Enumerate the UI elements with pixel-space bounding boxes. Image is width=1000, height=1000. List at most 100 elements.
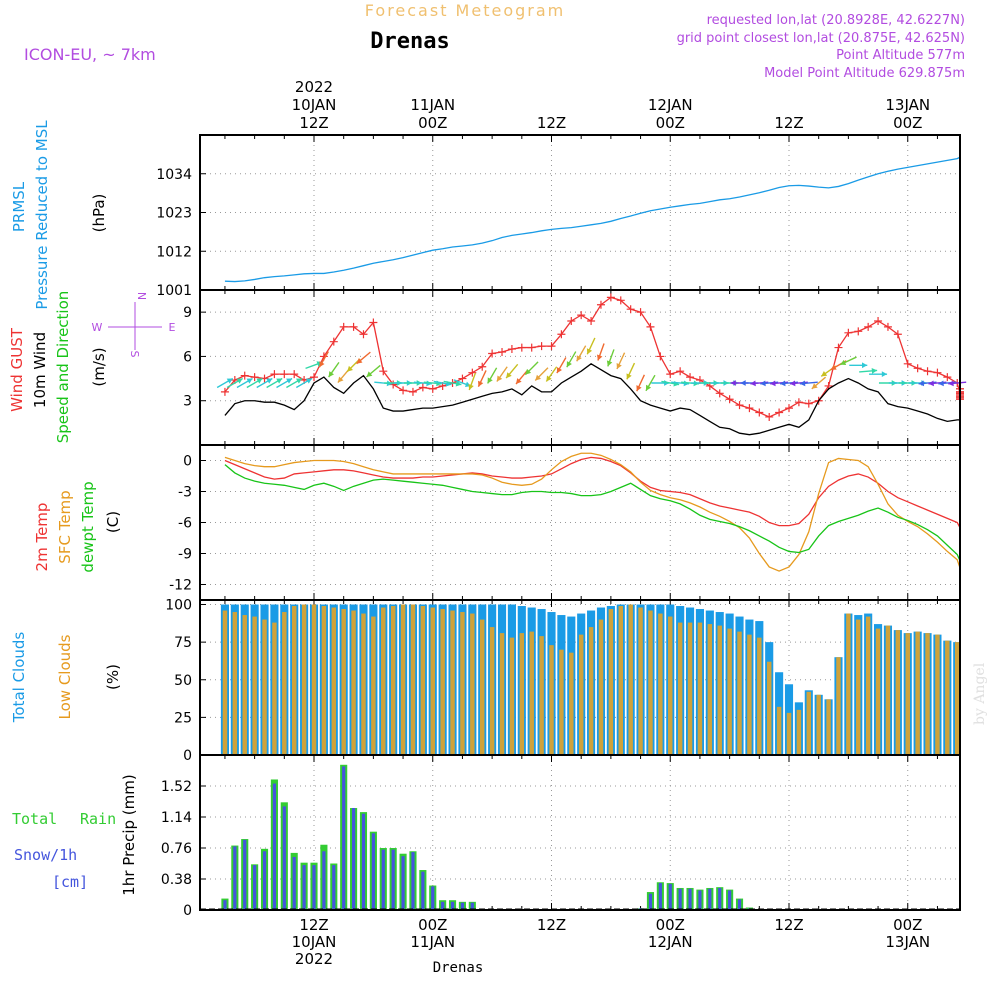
gust-marker [636, 308, 645, 317]
gust-marker [765, 412, 774, 421]
gust-marker [616, 296, 625, 305]
wind-arrow [286, 377, 303, 389]
gust-marker [359, 330, 368, 339]
gust-marker [794, 398, 803, 407]
snow-bar [302, 865, 306, 910]
low-cloud-bar [955, 642, 960, 755]
gust-marker [310, 373, 318, 382]
low-cloud-bar [539, 636, 544, 755]
gust-marker [715, 389, 724, 398]
precip-plot [200, 764, 960, 910]
clouds-ytick-label: 75 [174, 635, 192, 651]
gust-marker [458, 374, 467, 383]
temperature-plot [224, 452, 961, 590]
wind-unit: (m/s) [90, 347, 108, 386]
gust-marker [755, 408, 764, 417]
compass-rose: N S W E [92, 292, 176, 358]
prmsl-line [224, 151, 961, 283]
gust-marker [933, 368, 942, 377]
precip-unit: 1hr Precip (mm) [120, 774, 138, 895]
snow-bar [352, 808, 356, 910]
low-cloud-bar [747, 634, 752, 755]
wind-ytick-label: 3 [183, 394, 192, 410]
top-time-label: 12Z [774, 114, 803, 132]
bottom-time-label: 2022 [295, 950, 333, 968]
gust-marker [517, 343, 526, 352]
low-cloud-bar [618, 606, 623, 755]
low-cloud-bar [598, 619, 604, 755]
precip-ytick-label: 0.38 [161, 872, 192, 888]
gust-marker [478, 362, 487, 371]
low-cloud-bar [578, 634, 584, 755]
pressure-label-msl: Pressure Reduced to MSL [33, 120, 51, 310]
low-cloud-bar [885, 625, 891, 755]
low-cloud-bar [766, 661, 772, 755]
gust-marker [557, 330, 566, 339]
compass-south: S [128, 351, 141, 358]
snow-bar [272, 783, 276, 910]
snow-bar [668, 883, 672, 910]
low-cloud-bar [856, 619, 861, 755]
wind-arrow [534, 367, 549, 382]
precip-cm-label: [cm] [52, 873, 88, 891]
temp-2m-label: 2m Temp [33, 503, 51, 572]
snow-bar [243, 839, 247, 910]
snow-bar [698, 890, 702, 910]
temperature-ytick-label: 0 [183, 454, 192, 470]
top-time-label: 13JAN [885, 96, 930, 114]
bottom-time-label: 12Z [537, 916, 566, 934]
low-cloud-bar [331, 607, 337, 755]
bottom-time-label: 00Z [893, 916, 922, 934]
snow-bar [718, 887, 722, 910]
gust-marker [834, 343, 843, 352]
snow-bar [411, 852, 415, 910]
wind-plot [216, 293, 967, 436]
low-cloud-bar [440, 609, 445, 755]
low-cloud-bar [529, 631, 534, 755]
gust-marker [854, 327, 863, 336]
gust-marker [428, 384, 437, 393]
low-cloud-bar [371, 616, 376, 755]
snow-bar [728, 890, 732, 910]
gust-marker [646, 322, 655, 331]
temperature-ytick-label: -6 [178, 516, 192, 532]
precip-ytick-label: 1.52 [161, 779, 192, 795]
low-cloud-bar [776, 706, 782, 755]
low-cloud-bar [272, 622, 277, 755]
low-cloud-bar [321, 606, 327, 755]
pressure-ytick-label: 1023 [156, 206, 192, 222]
wind-arrow [505, 363, 519, 379]
low-cloud-bar [737, 631, 742, 755]
gust-marker [804, 399, 813, 408]
gust-marker [250, 373, 259, 382]
precip-ytick-label: 0.76 [161, 841, 192, 857]
gust-marker [290, 370, 299, 379]
wind-arrow [626, 362, 636, 380]
location-title: Drenas [370, 29, 449, 54]
low-cloud-bar [915, 631, 920, 755]
low-cloud-bar [806, 691, 812, 755]
low-cloud-bar [668, 616, 673, 755]
clouds-ytick-label: 50 [174, 673, 192, 689]
wind-dir-label: Speed and Direction [54, 291, 72, 444]
pressure-ytick-label: 1001 [156, 283, 192, 299]
low-cloud-bar [460, 612, 465, 755]
low-cloud-bar [311, 604, 317, 755]
clouds-panel: 0 25 50 75 100 [165, 598, 961, 764]
top-time-label: 00Z [418, 114, 447, 132]
low-cloud-bar [875, 628, 881, 755]
low-cloud-bar [351, 610, 356, 755]
low-cloud-bar [846, 613, 851, 755]
low-cloud-bar [638, 607, 643, 755]
wind-arrow [328, 361, 340, 378]
gridpoint-coords: grid point closest lon,lat (20.875E, 42.… [677, 31, 965, 46]
low-cloud-bar [519, 633, 525, 755]
2m-temp-line [224, 456, 961, 555]
low-cloud-bar [410, 604, 416, 755]
precip-total-label: Total [12, 810, 57, 828]
low-cloud-bar [717, 625, 722, 755]
gust-marker [893, 330, 902, 339]
low-cloud-bar [935, 634, 940, 755]
low-cloud-bar [608, 609, 614, 755]
